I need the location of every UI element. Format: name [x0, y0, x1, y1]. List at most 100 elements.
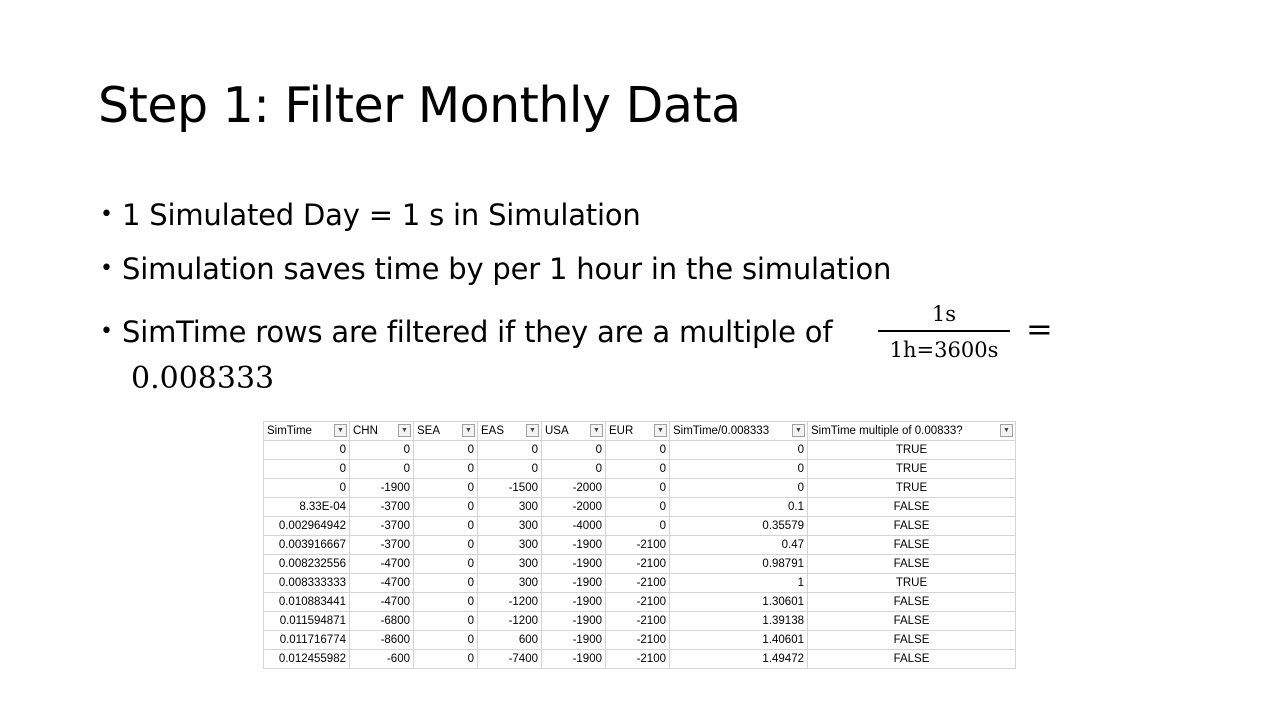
- table-cell[interactable]: FALSE: [807, 649, 1016, 669]
- table-cell[interactable]: 0.1: [669, 497, 808, 517]
- table-cell[interactable]: 600: [477, 630, 542, 650]
- table-cell[interactable]: -1900: [541, 649, 606, 669]
- table-cell[interactable]: 0.003916667: [263, 535, 350, 555]
- table-cell[interactable]: 300: [477, 497, 542, 517]
- table-cell[interactable]: 0: [263, 440, 350, 460]
- table-cell[interactable]: -6800: [349, 611, 414, 631]
- table-cell[interactable]: 300: [477, 573, 542, 593]
- table-cell[interactable]: 0: [541, 459, 606, 479]
- table-cell[interactable]: 0: [477, 440, 542, 460]
- table-cell[interactable]: -1900: [541, 535, 606, 555]
- table-cell[interactable]: -2000: [541, 497, 606, 517]
- table-cell[interactable]: 0: [413, 592, 478, 612]
- table-cell[interactable]: 0: [413, 497, 478, 517]
- table-cell[interactable]: FALSE: [807, 554, 1016, 574]
- table-cell[interactable]: 0.010883441: [263, 592, 350, 612]
- filter-dropdown-icon[interactable]: ▼: [526, 424, 539, 437]
- table-cell[interactable]: -3700: [349, 535, 414, 555]
- column-header[interactable]: SimTime multiple of 0.00833? ▼: [807, 421, 1016, 441]
- filter-dropdown-icon[interactable]: ▼: [792, 424, 805, 437]
- column-header[interactable]: SEA ▼: [413, 421, 478, 441]
- column-header[interactable]: CHN ▼: [349, 421, 414, 441]
- table-cell[interactable]: 0: [669, 459, 808, 479]
- filter-dropdown-icon[interactable]: ▼: [398, 424, 411, 437]
- table-cell[interactable]: 8.33E-04: [263, 497, 350, 517]
- table-cell[interactable]: 0: [605, 440, 670, 460]
- table-cell[interactable]: 1.39138: [669, 611, 808, 631]
- table-cell[interactable]: 1.30601: [669, 592, 808, 612]
- filter-dropdown-icon[interactable]: ▼: [334, 424, 347, 437]
- table-cell[interactable]: -2100: [605, 573, 670, 593]
- table-cell[interactable]: -1900: [541, 592, 606, 612]
- table-cell[interactable]: -1200: [477, 611, 542, 631]
- table-cell[interactable]: FALSE: [807, 611, 1016, 631]
- table-cell[interactable]: 0: [413, 516, 478, 536]
- table-cell[interactable]: -7400: [477, 649, 542, 669]
- table-cell[interactable]: 0: [605, 497, 670, 517]
- table-cell[interactable]: TRUE: [807, 440, 1016, 460]
- table-cell[interactable]: 0: [349, 440, 414, 460]
- filter-dropdown-icon[interactable]: ▼: [590, 424, 603, 437]
- column-header[interactable]: USA ▼: [541, 421, 606, 441]
- table-cell[interactable]: 0: [413, 649, 478, 669]
- table-cell[interactable]: -1500: [477, 478, 542, 498]
- table-cell[interactable]: 0: [413, 630, 478, 650]
- table-cell[interactable]: 0: [541, 440, 606, 460]
- table-cell[interactable]: 0: [413, 573, 478, 593]
- table-cell[interactable]: -3700: [349, 497, 414, 517]
- table-cell[interactable]: -600: [349, 649, 414, 669]
- table-cell[interactable]: 0.98791: [669, 554, 808, 574]
- table-cell[interactable]: -4700: [349, 554, 414, 574]
- table-cell[interactable]: 0.011594871: [263, 611, 350, 631]
- column-header[interactable]: SimTime/0.008333 ▼: [669, 421, 808, 441]
- table-cell[interactable]: -1900: [541, 554, 606, 574]
- table-cell[interactable]: 0: [413, 459, 478, 479]
- table-cell[interactable]: TRUE: [807, 459, 1016, 479]
- table-cell[interactable]: 0: [605, 459, 670, 479]
- table-cell[interactable]: -2100: [605, 535, 670, 555]
- table-cell[interactable]: 0.008232556: [263, 554, 350, 574]
- table-cell[interactable]: -4700: [349, 573, 414, 593]
- table-cell[interactable]: -1900: [349, 478, 414, 498]
- table-cell[interactable]: TRUE: [807, 478, 1016, 498]
- table-cell[interactable]: 0.47: [669, 535, 808, 555]
- table-cell[interactable]: TRUE: [807, 573, 1016, 593]
- table-cell[interactable]: 0: [349, 459, 414, 479]
- table-cell[interactable]: 1: [669, 573, 808, 593]
- table-cell[interactable]: -2100: [605, 649, 670, 669]
- table-cell[interactable]: 0: [669, 440, 808, 460]
- filter-dropdown-icon[interactable]: ▼: [654, 424, 667, 437]
- table-cell[interactable]: 0.008333333: [263, 573, 350, 593]
- filter-dropdown-icon[interactable]: ▼: [462, 424, 475, 437]
- table-cell[interactable]: 0: [413, 535, 478, 555]
- table-cell[interactable]: 0: [605, 478, 670, 498]
- table-cell[interactable]: 300: [477, 554, 542, 574]
- table-cell[interactable]: -8600: [349, 630, 414, 650]
- table-cell[interactable]: 0.011716774: [263, 630, 350, 650]
- table-cell[interactable]: 1.40601: [669, 630, 808, 650]
- table-cell[interactable]: 0: [263, 459, 350, 479]
- table-cell[interactable]: -4000: [541, 516, 606, 536]
- table-cell[interactable]: -2100: [605, 554, 670, 574]
- table-cell[interactable]: FALSE: [807, 630, 1016, 650]
- column-header[interactable]: SimTime ▼: [263, 421, 350, 441]
- table-cell[interactable]: 0: [413, 478, 478, 498]
- table-cell[interactable]: 0: [413, 611, 478, 631]
- table-cell[interactable]: 0.002964942: [263, 516, 350, 536]
- table-cell[interactable]: -3700: [349, 516, 414, 536]
- table-cell[interactable]: 0: [413, 440, 478, 460]
- table-cell[interactable]: FALSE: [807, 516, 1016, 536]
- table-cell[interactable]: FALSE: [807, 592, 1016, 612]
- table-cell[interactable]: -4700: [349, 592, 414, 612]
- table-cell[interactable]: 0: [477, 459, 542, 479]
- table-cell[interactable]: 0: [605, 516, 670, 536]
- filter-dropdown-icon[interactable]: ▼: [1000, 424, 1013, 437]
- column-header[interactable]: EAS ▼: [477, 421, 542, 441]
- table-cell[interactable]: FALSE: [807, 535, 1016, 555]
- table-cell[interactable]: 0: [669, 478, 808, 498]
- table-cell[interactable]: -2000: [541, 478, 606, 498]
- table-cell[interactable]: 0.012455982: [263, 649, 350, 669]
- table-cell[interactable]: 0: [263, 478, 350, 498]
- table-cell[interactable]: 0: [413, 554, 478, 574]
- table-cell[interactable]: 0.35579: [669, 516, 808, 536]
